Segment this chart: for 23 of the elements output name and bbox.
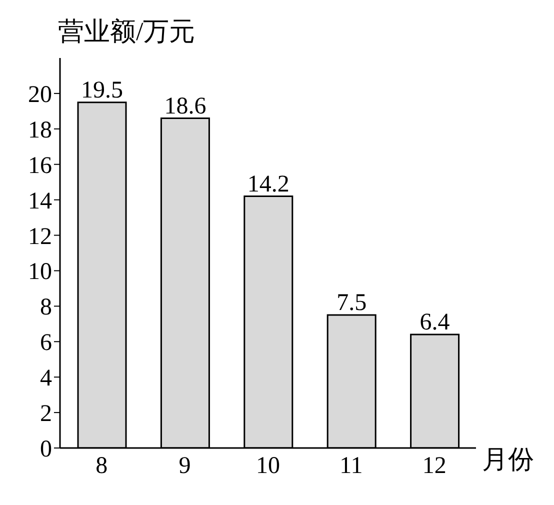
y-tick-label: 18 xyxy=(28,117,52,144)
y-tick-label: 6 xyxy=(40,330,52,356)
y-tick-label: 2 xyxy=(40,401,52,428)
x-tick-label: 8 xyxy=(96,453,108,480)
data-label: 7.5 xyxy=(336,290,367,316)
y-tick-label: 8 xyxy=(40,294,52,321)
x-tick-label: 11 xyxy=(340,453,363,480)
x-tick-label: 10 xyxy=(256,453,280,480)
y-tick-label: 4 xyxy=(40,366,52,392)
x-axis-title: 月份 xyxy=(482,444,534,476)
x-tick-label: 12 xyxy=(422,453,446,480)
data-label: 6.4 xyxy=(420,310,450,336)
y-tick-label: 14 xyxy=(28,188,52,214)
x-tick-label: 9 xyxy=(178,453,191,480)
y-tick-label: 12 xyxy=(28,224,52,250)
y-axis-title: 营业额/万元 xyxy=(58,16,196,48)
data-label: 14.2 xyxy=(247,171,290,198)
y-tick-label: 0 xyxy=(40,436,52,463)
data-label: 18.6 xyxy=(164,93,206,120)
data-label: 19.5 xyxy=(81,77,123,104)
y-tick-label: 20 xyxy=(28,82,52,108)
y-tick-label: 16 xyxy=(28,152,52,179)
y-tick-label: 10 xyxy=(28,259,52,286)
